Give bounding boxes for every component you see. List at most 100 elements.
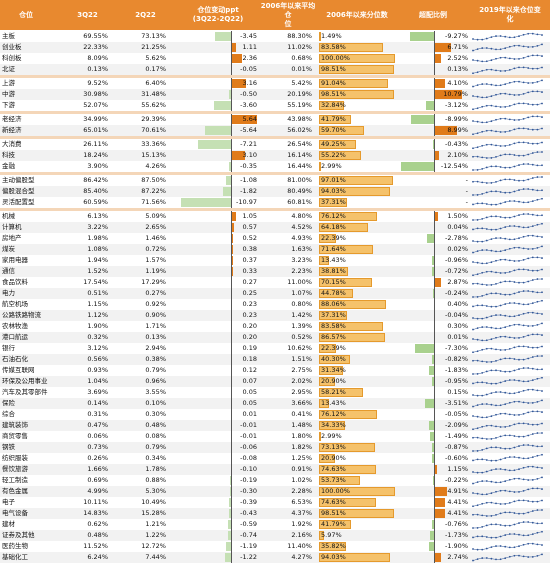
- value-3q22: 17.54%: [83, 278, 108, 286]
- table-row: 灵活配置型 60.59% 71.56% -10.97 60.81% 37.31% -: [0, 197, 550, 208]
- trend-point: [522, 512, 525, 515]
- trend-point: [476, 194, 479, 196]
- percentile-value: 2.99%: [321, 162, 342, 170]
- trend-point: [513, 500, 516, 503]
- trend-point: [499, 358, 502, 361]
- trend-point: [490, 480, 493, 483]
- overweight-value: 0.04%: [447, 223, 468, 231]
- row-name: 传媒互联网: [2, 366, 35, 374]
- average-value: 26.54%: [287, 140, 312, 148]
- trend-point: [513, 128, 516, 131]
- overweight-value: 2.52%: [447, 54, 468, 62]
- trend-point: [522, 412, 525, 415]
- trend-point: [495, 513, 497, 516]
- trend-point: [485, 60, 488, 63]
- trend-point: [485, 228, 488, 230]
- trend-point: [527, 367, 530, 369]
- trend-point: [499, 426, 502, 428]
- trend-point: [531, 521, 534, 524]
- trend-point: [476, 394, 479, 397]
- table-row: 中游 30.98% 31.48% -0.50 20.19% 98.51% 10.79%: [0, 89, 550, 100]
- trend-point: [536, 246, 539, 249]
- trend-point: [513, 414, 516, 416]
- overweight-value: -0.76%: [445, 520, 468, 528]
- trend-point: [490, 492, 493, 495]
- trend-point: [495, 436, 497, 439]
- average-value: 11.00%: [287, 278, 312, 286]
- overweight-bar: [434, 487, 447, 496]
- table-row: 北证 0.13% 0.17% -0.05 0.01% 98.51% 0.13%: [0, 64, 550, 75]
- trend-point: [481, 403, 484, 405]
- trend-line: [472, 334, 543, 341]
- row-name: 下游: [2, 101, 15, 109]
- row-name: 科创板: [2, 54, 22, 62]
- percentile-value: 38.81%: [321, 267, 346, 275]
- overweight-value: 0.40%: [447, 300, 468, 308]
- change-axis: [231, 464, 232, 475]
- overweight-bar: [425, 101, 434, 110]
- change-bar: [214, 101, 231, 110]
- percentile-bar: [319, 311, 348, 320]
- average-value: 0.52%: [291, 333, 312, 341]
- change-bar: [231, 223, 234, 232]
- trend-point: [504, 380, 507, 382]
- trend-point: [541, 222, 543, 225]
- trend-point: [481, 339, 484, 342]
- average-value: 16.44%: [287, 162, 312, 170]
- change-axis: [231, 288, 232, 299]
- trend-point: [508, 347, 511, 350]
- trend-point: [541, 164, 543, 167]
- trend-point: [485, 270, 488, 273]
- trend-point: [504, 534, 507, 536]
- trend-sparkline: [470, 299, 548, 310]
- trend-point: [541, 245, 543, 248]
- trend-point: [495, 190, 497, 193]
- overweight-value: 4.10%: [447, 79, 468, 87]
- overweight-axis: [434, 277, 435, 288]
- value-2q22: 55.62%: [141, 101, 166, 109]
- trend-point: [531, 465, 534, 468]
- value-2q22: 6.40%: [145, 79, 166, 87]
- trend-point: [504, 511, 507, 514]
- row-name: 新经济: [2, 126, 22, 134]
- trend-point: [513, 281, 516, 283]
- change-axis: [231, 310, 232, 321]
- average-value: 1.51%: [291, 355, 312, 363]
- trend-point: [485, 424, 488, 427]
- trend-point: [472, 305, 474, 308]
- trend-point: [536, 509, 539, 511]
- row-name: 食品饮料: [2, 278, 28, 286]
- row-name: 灵活配置型: [2, 198, 35, 206]
- trend-point: [485, 239, 488, 242]
- percentile-bar: [319, 90, 394, 99]
- trend-point: [518, 58, 520, 60]
- trend-point: [531, 90, 534, 93]
- average-value: 16.14%: [287, 151, 312, 159]
- trend-point: [495, 391, 497, 393]
- value-2q22: 1.19%: [145, 267, 166, 275]
- trend-point: [541, 553, 543, 556]
- value-2q22: 7.44%: [145, 553, 166, 561]
- trend-point: [522, 312, 525, 315]
- trend-point: [485, 393, 488, 396]
- trend-point: [490, 228, 493, 231]
- trend-point: [499, 304, 502, 307]
- trend-point: [472, 59, 474, 61]
- percentile-bar: [319, 245, 374, 254]
- trend-point: [499, 179, 502, 182]
- trend-point: [513, 44, 516, 47]
- change-axis: [231, 139, 232, 150]
- change-axis: [231, 486, 232, 497]
- trend-point: [536, 214, 539, 217]
- trend-point: [541, 334, 543, 336]
- change-value: 1.05: [242, 212, 257, 220]
- percentile-value: 20.90%: [321, 377, 346, 385]
- trend-point: [472, 261, 474, 263]
- trend-point: [508, 45, 511, 48]
- trend-point: [508, 280, 511, 283]
- trend-point: [490, 369, 493, 372]
- trend-point: [522, 358, 525, 361]
- trend-point: [495, 84, 497, 87]
- trend-point: [504, 370, 507, 373]
- trend-point: [476, 227, 479, 230]
